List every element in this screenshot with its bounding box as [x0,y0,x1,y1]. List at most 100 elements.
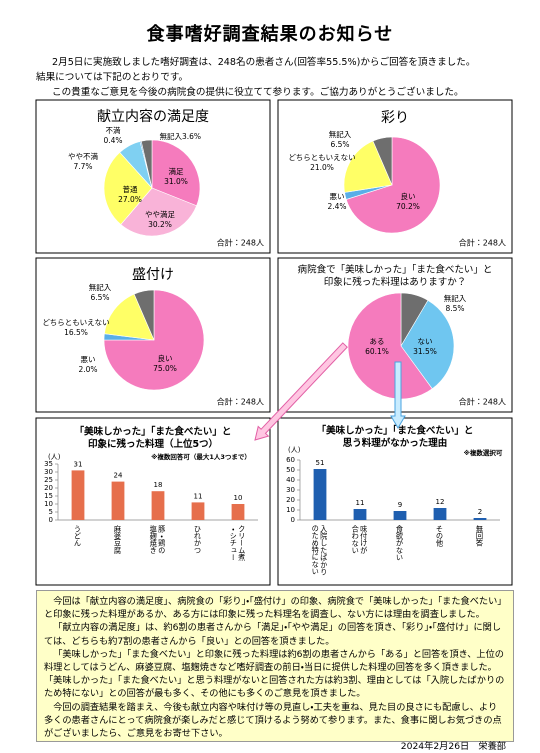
y-tick-label: 20 [286,496,295,504]
slice-label: やや不満 [68,152,98,161]
y-tick-label: 30 [44,468,53,476]
footer: 2024年2月26日 栄養部 [400,741,506,753]
bar [111,481,125,520]
y-tick-label: 15 [44,492,53,500]
x-tick-label: 豚・鶏の塩麹焼き [149,524,167,554]
value-label: 31 [74,460,83,468]
value-label: 11 [356,499,365,507]
slice-value: 70.2% [396,202,420,211]
pie-slice [120,187,197,237]
bar [433,508,447,520]
pie-slice [140,139,153,189]
y-tick-label: 0 [49,516,53,524]
bar [473,518,487,520]
y-tick-label: 50 [286,466,295,474]
slice-value: 31.0% [164,177,188,186]
x-tick-label: 食欲がない [395,525,404,561]
slice-value: 27.0% [118,195,142,204]
slice-label: 無記入 [89,282,112,292]
x-tick-label: 麻婆豆腐 [114,525,123,555]
slice-value: 75.0% [153,364,177,373]
slice-value: 0.4% [103,136,122,145]
slice-label: 無記入 [444,293,467,303]
pie-slice [343,140,393,193]
bar [191,502,205,520]
slice-label: やや満足 [145,210,175,219]
slice-label: ある [370,337,385,346]
y-tick-label: 35 [44,460,53,468]
chart-title: 「美味しかった」「また食べたい」と [317,425,474,437]
y-axis-label: (人) [48,453,61,461]
page-title: 食事嗜好調査結果のお知らせ [146,24,394,45]
chart-note: ※複数回答可（最大1人3つまで） [151,452,251,461]
y-tick-label: 25 [44,476,53,484]
chart-note: ※複数選択可 [464,448,503,457]
chart-title: 病院食で「美味しかった」「また食べたい」と [298,264,493,276]
total-label: 合計：248人 [459,238,506,248]
value-label: 10 [234,494,243,502]
slice-value: 2.4% [327,202,346,211]
intro-line: この貴重なご意見を今後の病院食の提供に役立てて参ります。ご協力ありがとうございま… [52,87,464,98]
slice-label: 良い [401,191,416,201]
pie-slice [151,139,201,207]
y-tick-label: 5 [49,508,53,516]
total-label: 合計：248人 [217,238,264,248]
bar [393,511,407,520]
chart-title: 思う料理がなかった理由 [343,437,448,449]
slice-value: 8.5% [445,304,464,313]
summary-box: 今回は「献立内容の満足度」、病院食の「彩り」・「盛付け」の印象、病院食で「美味し… [36,590,514,752]
chart-title: 印象に残った料理（上位5つ） [88,438,218,450]
y-tick-label: 30 [286,486,295,494]
value-label: 2 [478,508,482,516]
pie-slice [347,292,433,400]
y-tick-label: 20 [44,484,53,492]
chart-title: 献立内容の満足度 [97,108,209,125]
slice-label: ない [418,337,433,346]
pie-slice [400,299,455,390]
x-tick-label: ひれかつ [194,525,203,554]
total-label: 合計：248人 [459,397,506,407]
pie-slice [103,151,153,225]
bar [353,509,367,520]
pie-slice [133,289,155,341]
x-tick-label: 無回答 [476,524,485,547]
slice-value: 60.1% [365,347,389,356]
slice-value: 7.7% [73,162,92,171]
slice-label: 悪い [81,355,96,364]
total-label: 合計：248人 [217,397,264,407]
intro-line: 結果については下記のとおりです。 [36,72,189,83]
slice-label: どちらともいえない [288,153,355,162]
y-tick-label: 60 [286,456,295,464]
slice-value: 6.5% [90,293,109,302]
slice-value: 21.0% [310,163,334,172]
slice-label: 無記入 [160,131,183,141]
bar [71,470,85,520]
y-tick-label: 0 [291,516,295,524]
slice-label: 不満 [106,126,121,135]
bar [151,491,165,520]
x-tick-label: その他 [436,525,445,548]
value-label: 9 [398,501,402,509]
y-axis-label: (人) [288,446,301,454]
summary-paragraph: 今回の調査結果を踏まえ、今後も献立内容や味付け等の見直し・工夫を重ね、見た目の良… [44,701,502,740]
x-tick-label: 入院したばかりのため特にない [311,525,329,576]
x-tick-label: うどん [74,525,83,547]
chart-title: 印象に残った料理はありますか？ [324,276,467,288]
slice-value: 16.5% [64,328,88,337]
value-label: 11 [194,492,203,500]
slice-value: 3.6% [182,132,201,141]
pie-slice [372,136,393,186]
slice-label: どちらともいえない [42,318,109,327]
slice-label: 満足 [169,167,184,176]
y-tick-label: 10 [286,506,295,514]
y-tick-label: 10 [44,500,53,508]
value-label: 18 [154,481,163,489]
slice-label: 悪い [330,192,345,201]
pie-slice [104,293,155,341]
pie-slice [345,136,441,234]
slice-value: 30.2% [148,220,172,229]
pie-slice [103,289,205,391]
slice-value: 6.5% [330,140,349,149]
